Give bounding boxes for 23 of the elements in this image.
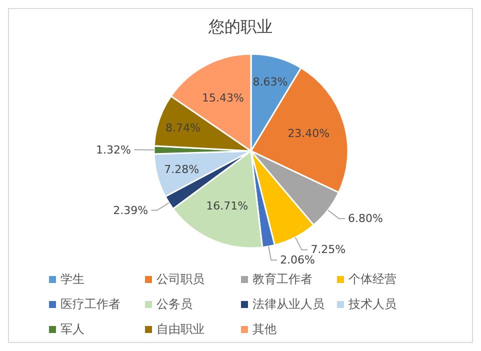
legend-label: 学生 [60,271,84,288]
legend-label: 技术人员 [348,296,396,313]
data-label: 8.74% [166,121,200,134]
data-label: 7.25% [310,243,346,256]
legend-label: 法律从业人员 [252,296,324,313]
data-label: 15.43% [202,91,244,104]
legend-label: 自由职业 [156,321,204,338]
data-label: 7.28% [164,162,200,176]
data-label: 2.39% [113,204,148,217]
data-label: 23.40% [288,127,330,140]
legend-label: 军人 [60,321,84,338]
legend-label: 医疗工作者 [60,296,120,313]
chart-title: 您的职业 [208,16,274,37]
data-label: 1.32% [96,143,132,156]
legend-label: 其他 [252,321,276,338]
data-label: 16.71% [206,200,248,213]
data-label: 8.63% [252,75,288,88]
data-label: 6.80% [348,212,383,226]
legend-label: 公务员 [156,296,192,313]
legend-label: 公司职员 [156,271,204,288]
legend-label: 个体经营 [348,271,396,288]
data-label: 2.06% [280,254,316,267]
legend-label: 教育工作者 [252,271,312,288]
